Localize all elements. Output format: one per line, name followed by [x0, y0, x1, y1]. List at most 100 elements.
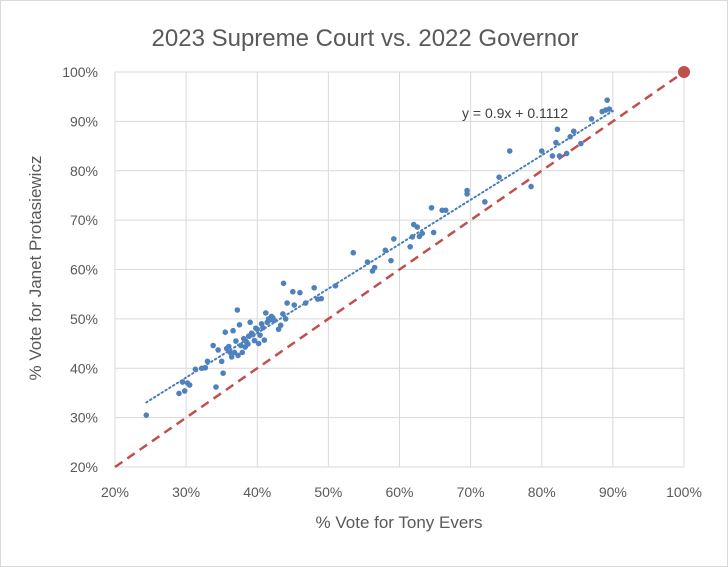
data-point: [606, 106, 613, 112]
data-point: [233, 338, 239, 344]
data-point: [567, 133, 573, 140]
highlight-point: [678, 66, 690, 78]
reference-line-layer: [114, 70, 685, 469]
data-point: [255, 340, 262, 347]
data-point: [604, 97, 610, 103]
y-tick-label: 30%: [70, 410, 98, 426]
data-point: [271, 317, 278, 324]
y-tick-label: 20%: [70, 459, 98, 475]
data-point: [409, 234, 416, 240]
data-point: [239, 349, 246, 356]
data-point: [284, 300, 290, 306]
data-point: [277, 322, 284, 329]
data-point: [350, 249, 357, 256]
data-point: [382, 247, 389, 254]
data-point: [391, 236, 397, 242]
highlight-point-layer: [678, 66, 690, 78]
data-point: [236, 322, 243, 328]
x-tick-label: 100%: [666, 484, 702, 500]
data-point: [179, 379, 186, 385]
data-point: [222, 329, 229, 336]
data-point: [570, 128, 577, 135]
trendline: [145, 109, 614, 404]
data-point: [280, 311, 286, 317]
data-point: [549, 153, 556, 159]
x-tick-label: 50%: [314, 484, 342, 500]
data-point: [297, 289, 303, 296]
x-tick-label: 90%: [599, 484, 627, 500]
data-point: [482, 199, 488, 205]
data-point: [280, 280, 287, 287]
data-point: [291, 302, 298, 308]
data-point: [262, 310, 269, 316]
data-point: [414, 224, 421, 230]
data-point: [213, 384, 219, 390]
data-point: [563, 150, 570, 157]
x-tick-label: 40%: [243, 484, 271, 500]
data-point: [302, 300, 309, 306]
gridlines: [114, 71, 685, 468]
data-point: [143, 412, 150, 418]
trendline-equation: y = 0.9x + 0.1112: [462, 105, 568, 121]
reference-line: [114, 70, 685, 469]
data-point: [176, 390, 182, 397]
data-point: [282, 316, 289, 322]
data-point: [215, 347, 221, 353]
data-point: [538, 148, 545, 154]
x-axis-title: % Vote for Tony Evers: [316, 513, 483, 532]
data-point: [506, 148, 513, 154]
data-point: [388, 257, 394, 264]
data-point: [234, 307, 241, 313]
data-point: [247, 319, 253, 326]
data-point: [251, 337, 258, 344]
data-point: [318, 295, 325, 302]
data-point: [430, 229, 437, 236]
data-point: [553, 139, 559, 146]
data-point: [218, 358, 225, 365]
data-point: [419, 230, 426, 237]
data-point: [407, 243, 413, 250]
data-point: [428, 204, 435, 211]
data-point: [186, 382, 193, 388]
data-point: [227, 349, 234, 356]
x-tick-labels: 20% 30% 40% 50% 60% 70% 80% 90% 100%: [101, 484, 702, 500]
data-point: [311, 284, 317, 291]
x-tick-label: 80%: [528, 484, 556, 500]
data-point: [181, 388, 188, 394]
data-point: [235, 352, 241, 359]
y-axis-title: % Vote for Janet Protasiewicz: [26, 156, 45, 381]
y-tick-label: 60%: [70, 262, 98, 278]
data-point: [254, 326, 261, 333]
data-point: [371, 264, 378, 271]
y-tick-labels: 20% 30% 40% 50% 60% 70% 80% 90% 100%: [62, 64, 98, 475]
data-points: [143, 97, 613, 418]
data-point: [210, 342, 216, 349]
data-point: [556, 153, 563, 159]
data-point: [496, 174, 502, 180]
x-tick-label: 30%: [172, 484, 200, 500]
data-point: [554, 126, 561, 133]
y-tick-label: 70%: [70, 212, 98, 228]
trendline-layer: [145, 109, 614, 404]
data-point: [245, 341, 251, 347]
data-point: [442, 207, 449, 214]
y-tick-label: 40%: [70, 360, 98, 376]
data-point: [290, 288, 296, 295]
data-point: [364, 259, 371, 265]
y-tick-label: 50%: [70, 311, 98, 327]
data-point: [230, 327, 236, 334]
data-point: [528, 183, 534, 190]
data-point: [261, 337, 268, 343]
data-point: [578, 140, 584, 147]
data-point: [228, 354, 235, 360]
data-point: [588, 116, 595, 122]
data-point: [260, 324, 266, 331]
data-point: [332, 282, 339, 289]
x-tick-label: 60%: [385, 484, 413, 500]
data-point: [257, 332, 263, 338]
data-point: [238, 342, 244, 349]
data-point: [226, 343, 232, 350]
x-tick-label: 20%: [101, 484, 129, 500]
